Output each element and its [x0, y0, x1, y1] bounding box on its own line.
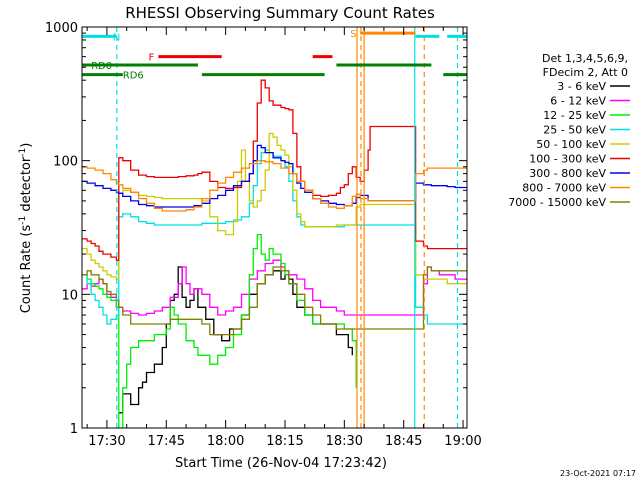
y-axis-label-sup: -1 — [18, 216, 28, 225]
y-axis-label-sup-2: -1 — [18, 148, 28, 157]
x-tick-label: 18:45 — [385, 434, 422, 449]
chart-title: RHESSI Observing Summary Count Rates — [125, 4, 435, 22]
series-3-6-kevline — [118, 266, 353, 414]
x-tick-label: 18:00 — [207, 434, 244, 449]
plot-area — [82, 27, 467, 428]
legend-entry-label: 50 - 100 keV — [536, 138, 606, 151]
flag-label-n: N — [113, 32, 120, 43]
y-tick-label: 100 — [53, 155, 78, 170]
y-tick-label: 10 — [61, 288, 78, 303]
legend-header-line: Det 1,3,4,5,6,9, — [542, 52, 628, 65]
flag-label-f: F — [148, 53, 154, 64]
x-tick-label: 18:30 — [326, 434, 363, 449]
x-tick-label: 17:45 — [148, 434, 185, 449]
footer-timestamp: 23-Oct-2021 07:17 — [560, 469, 636, 478]
legend-entry-label: 6 - 12 keV — [550, 95, 606, 108]
y-axis-label-mid: detector — [19, 156, 34, 216]
legend-entry-label: 300 - 800 keV — [529, 167, 606, 180]
series-7000-15000-kevline — [82, 266, 467, 336]
legend-entry-label: 12 - 25 keV — [543, 109, 606, 122]
legend: Det 1,3,4,5,6,9,FDecim 2, Att 03 - 6 keV… — [508, 52, 630, 209]
y-axis-label-end: ) — [19, 143, 34, 148]
legend-entry-label: 800 - 7000 keV — [522, 182, 606, 195]
legend-entry-label: 3 - 6 keV — [557, 80, 606, 93]
y-tick-label: 1000 — [45, 21, 78, 36]
x-axis-label: Start Time (26-Nov-04 17:23:42) — [175, 456, 387, 471]
legend-header-line: FDecim 2, Att 0 — [543, 66, 628, 79]
y-tick-label: 1 — [70, 422, 78, 437]
flag-label-rd0: RD0 — [91, 61, 112, 72]
y-axis-label-main: Count Rate (s — [19, 225, 34, 314]
flag-label-rd6: RD6 — [123, 71, 144, 82]
axes: 17:30 17:45 18:00 18:15 18:30 18:45 19:00 1 10 10… — [45, 21, 482, 449]
flag-label-s: S — [350, 29, 356, 40]
series-100-300-kevline — [82, 79, 467, 261]
plot-frame — [81, 26, 468, 429]
series-800-7000-kevline — [82, 160, 467, 212]
legend-entry-label: 25 - 50 keV — [543, 124, 606, 137]
legend-entry-label: 100 - 300 keV — [529, 153, 606, 166]
legend-entry-label: 7000 - 15000 keV — [508, 196, 606, 209]
x-tick-label: 19:00 — [444, 434, 481, 449]
x-tick-label: 18:15 — [266, 434, 303, 449]
y-axis-label: Count Rate (s-1 detector-1) — [18, 143, 34, 314]
x-tick-label: 17:30 — [88, 434, 125, 449]
